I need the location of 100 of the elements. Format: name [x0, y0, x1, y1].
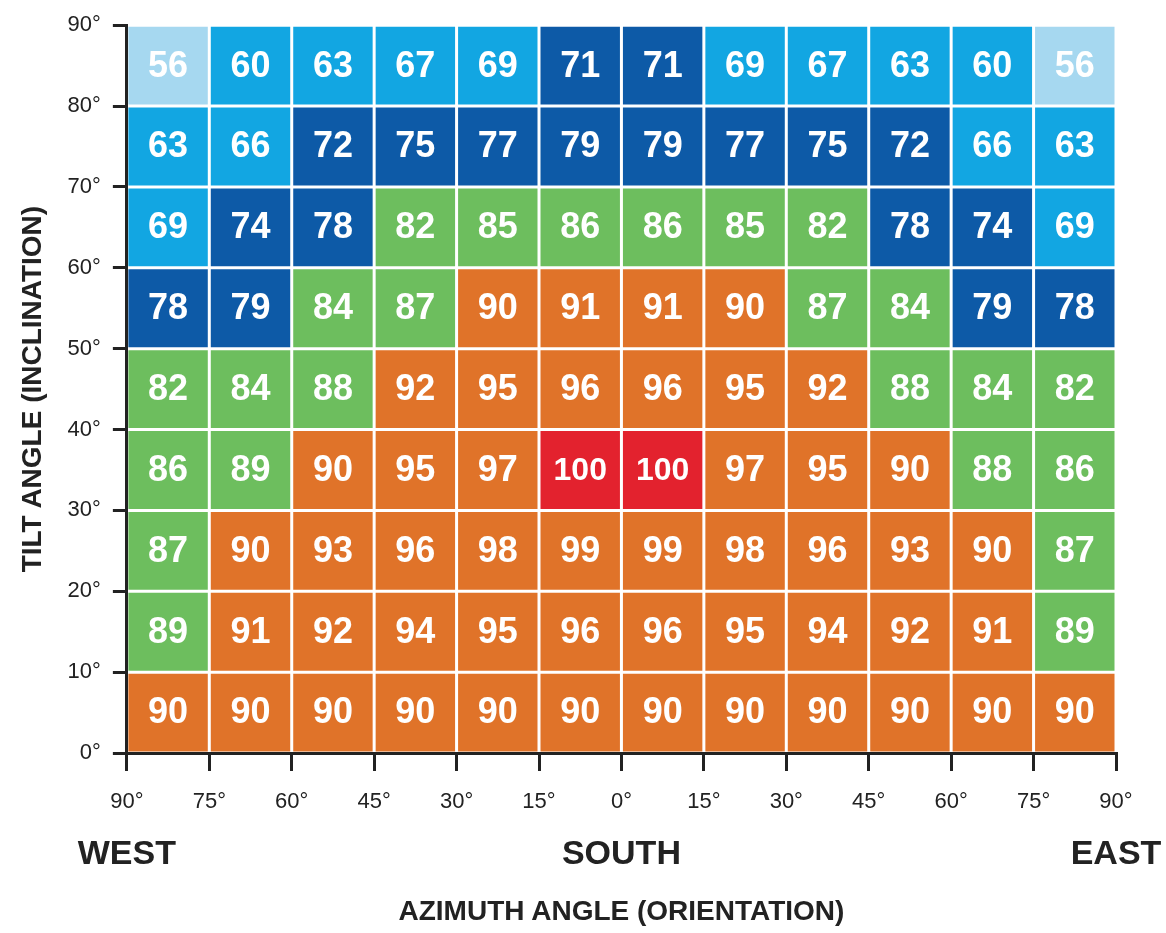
data-label: 87	[807, 286, 848, 328]
data-label: 86	[560, 205, 601, 247]
data-label: 90	[725, 690, 766, 732]
x-tick-label: 60°	[934, 788, 968, 814]
data-label: 77	[725, 124, 766, 166]
data-label: 69	[1054, 205, 1095, 247]
data-label: 96	[560, 609, 601, 651]
data-label: 87	[148, 528, 189, 570]
y-tick-label: 50°	[67, 334, 101, 360]
data-label: 98	[725, 528, 766, 570]
data-label: 56	[148, 43, 189, 85]
data-label: 95	[725, 367, 766, 409]
data-label: 91	[560, 286, 601, 328]
x-tick-label: 90°	[110, 788, 144, 814]
data-label: 89	[148, 609, 189, 651]
data-label: 60	[230, 43, 271, 85]
x-tick-label: 15°	[522, 788, 556, 814]
data-label: 74	[972, 205, 1013, 247]
y-tick-label: 80°	[67, 92, 101, 118]
y-tick-label: 90°	[67, 11, 101, 37]
x-tick-label: 30°	[439, 788, 474, 814]
data-label: 95	[807, 447, 848, 489]
data-label: 90	[642, 690, 683, 732]
data-label: 63	[312, 43, 353, 85]
data-label: 69	[148, 205, 189, 247]
data-label: 67	[395, 43, 436, 85]
data-label: 86	[1054, 447, 1095, 489]
data-label: 69	[477, 43, 518, 85]
data-label: 82	[395, 205, 436, 247]
data-label: 63	[1054, 124, 1095, 166]
data-label: 67	[807, 43, 848, 85]
data-label: 99	[560, 528, 601, 570]
data-label: 91	[642, 286, 683, 328]
data-label: 92	[889, 609, 930, 651]
data-label: 56	[1054, 43, 1095, 85]
data-label: 91	[972, 609, 1013, 651]
data-label: 88	[889, 367, 930, 409]
data-label: 96	[560, 367, 601, 409]
x-tick-label: 75°	[1016, 788, 1051, 814]
data-label: 75	[395, 124, 436, 166]
data-label: 98	[477, 528, 518, 570]
data-label: 87	[395, 286, 436, 328]
data-label: 84	[889, 286, 930, 328]
data-label: 96	[642, 609, 683, 651]
data-label: 90	[725, 286, 766, 328]
x-tick-label: 90°	[1099, 788, 1133, 814]
data-label: 63	[889, 43, 930, 85]
data-label: 84	[972, 367, 1013, 409]
data-label: 79	[642, 124, 683, 166]
data-label: 71	[560, 43, 601, 85]
data-label: 75	[807, 124, 848, 166]
data-label: 90	[148, 690, 189, 732]
data-label: 78	[889, 205, 930, 247]
data-label: 96	[395, 528, 436, 570]
data-label: 90	[230, 528, 271, 570]
data-label: 90	[807, 690, 848, 732]
data-label: 66	[972, 124, 1013, 166]
data-label: 95	[395, 447, 436, 489]
y-tick-label: 60°	[67, 253, 101, 279]
data-label: 100	[635, 450, 690, 487]
data-label: 90	[312, 447, 353, 489]
data-label: 90	[312, 690, 353, 732]
x-tick-label: 75°	[192, 788, 226, 814]
y-tick-label: 20°	[67, 577, 101, 603]
data-label: 91	[230, 609, 271, 651]
data-label: 78	[148, 286, 189, 328]
x-tick-label: 45°	[357, 788, 391, 814]
data-label: 92	[395, 367, 436, 409]
data-label: 89	[230, 447, 271, 489]
x-axis-title: AZIMUTH ANGLE (ORIENTATION)	[398, 894, 845, 926]
x-tick-label: 30°	[769, 788, 803, 814]
y-tick-label: 40°	[67, 415, 101, 441]
data-label: 86	[642, 205, 683, 247]
data-label: 95	[725, 609, 766, 651]
data-label: 93	[312, 528, 353, 570]
data-label: 100	[553, 450, 607, 487]
data-label: 77	[477, 124, 518, 166]
data-label: 94	[807, 609, 848, 651]
data-label: 84	[230, 367, 271, 409]
data-label: 96	[642, 367, 683, 409]
data-label: 63	[148, 124, 189, 166]
data-label: 90	[477, 690, 518, 732]
y-tick-label: 30°	[67, 496, 101, 522]
text: SOUTH	[561, 833, 681, 872]
data-label: 74	[230, 205, 271, 247]
y-tick-label: 0°	[79, 739, 101, 765]
data-label: 97	[477, 447, 518, 489]
data-label: 90	[477, 286, 518, 328]
x-tick-label: 0°	[610, 788, 632, 814]
data-label: 78	[1054, 286, 1095, 328]
text: EAST	[1070, 833, 1162, 872]
data-label: 93	[889, 528, 930, 570]
data-label: 66	[230, 124, 271, 166]
x-tick-label: 15°	[687, 788, 721, 814]
data-label: 99	[642, 528, 683, 570]
x-tick-label: 45°	[852, 788, 886, 814]
data-label: 96	[807, 528, 848, 570]
data-label: 78	[312, 205, 353, 247]
data-label: 90	[972, 690, 1013, 732]
data-label: 90	[889, 447, 930, 489]
